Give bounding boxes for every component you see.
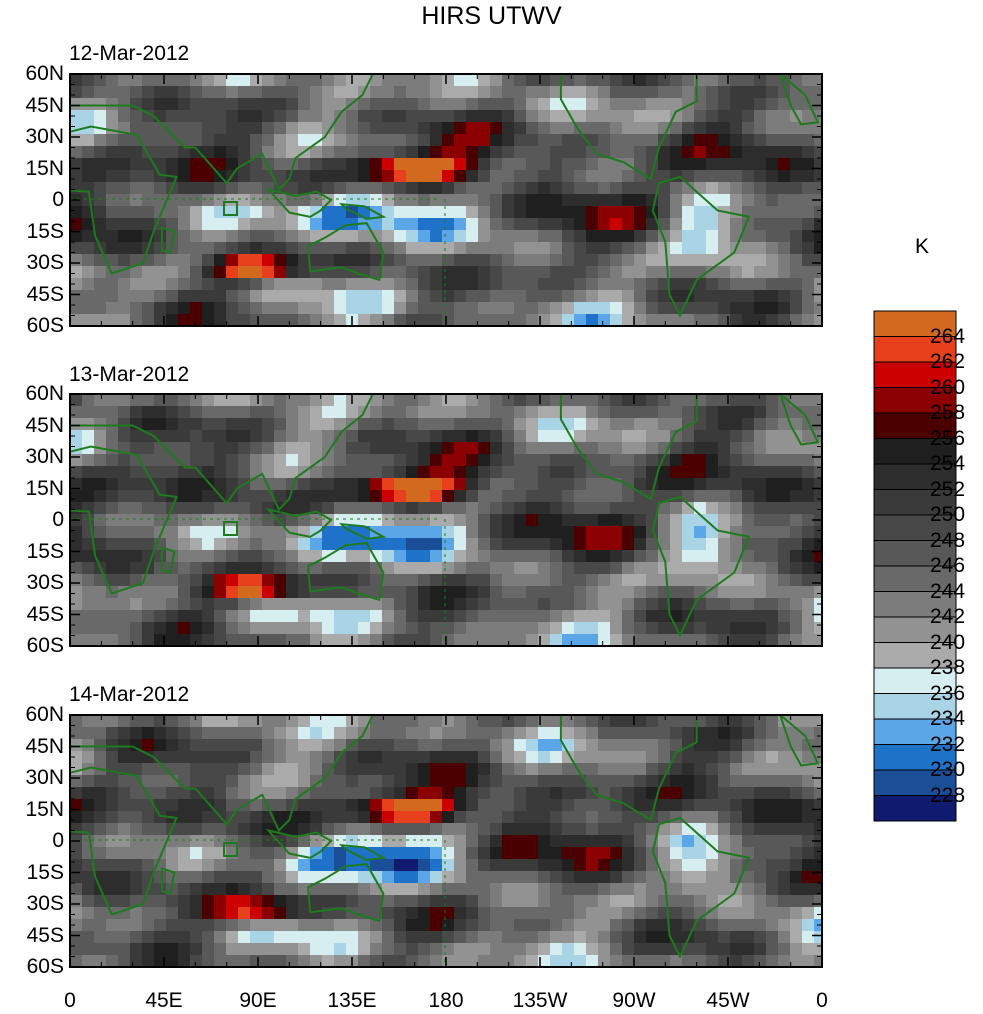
lat-tick-label: 30S xyxy=(26,571,64,594)
lat-tick-label: 45N xyxy=(25,93,64,117)
lat-tick-label: 45S xyxy=(26,923,64,947)
colorbar-tick-label: 248 xyxy=(930,528,966,552)
lat-tick-label: 30S xyxy=(26,251,64,274)
colorbar-swatch xyxy=(873,667,957,694)
colorbar-tick-label: 258 xyxy=(930,401,966,424)
colorbar-swatch xyxy=(873,718,957,745)
lon-tick-label: 45E xyxy=(145,989,183,1012)
lon-tick-label: 180 xyxy=(428,989,464,1012)
colorbar-swatch xyxy=(873,744,957,771)
colorbar-tick-label: 242 xyxy=(930,605,966,628)
colorbar-swatch xyxy=(873,616,957,643)
lat-tick-label: 30S xyxy=(26,892,64,915)
map-panel-1 xyxy=(69,73,823,327)
colorbar-swatch xyxy=(873,565,957,592)
colorbar-swatch xyxy=(873,489,957,516)
lat-tick-label: 15N xyxy=(25,797,64,821)
lat-tick-label: 0 xyxy=(52,508,64,531)
lat-tick-label: 15S xyxy=(26,860,64,884)
panel-date-1: 12-Mar-2012 xyxy=(69,42,190,65)
figure-title: HIRS UTWV xyxy=(421,2,562,30)
lat-tick-label: 45S xyxy=(26,602,64,626)
lon-tick-label: 90W xyxy=(612,989,656,1012)
lat-tick-label: 60N xyxy=(25,703,64,726)
lat-tick-label: 15N xyxy=(25,476,64,500)
colorbar-tick-label: 236 xyxy=(930,681,966,705)
panel-date-2: 13-Mar-2012 xyxy=(69,363,190,386)
lat-tick-label: 60N xyxy=(25,62,64,85)
lat-tick-label: 45S xyxy=(26,282,64,306)
colorbar-tick-label: 250 xyxy=(930,503,966,526)
lon-tick-label: 135E xyxy=(327,989,377,1012)
colorbar-swatch xyxy=(873,540,957,567)
lat-tick-label: 30N xyxy=(25,766,64,789)
lat-tick-label: 0 xyxy=(52,188,64,211)
lat-tick-label: 60S xyxy=(26,634,64,657)
lat-tick-label: 60N xyxy=(25,382,64,405)
map-panel-3 xyxy=(69,714,823,968)
colorbar-tick-label: 238 xyxy=(930,656,966,679)
colorbar-tick-label: 264 xyxy=(930,324,966,348)
colorbar-swatch xyxy=(873,514,957,541)
panel-date-3: 14-Mar-2012 xyxy=(69,683,190,706)
colorbar-swatch xyxy=(873,463,957,490)
colorbar-unit: K xyxy=(915,235,930,258)
lat-tick-label: 15N xyxy=(25,156,64,180)
colorbar-swatch xyxy=(873,769,957,796)
lon-tick-label: 0 xyxy=(816,989,828,1012)
colorbar-tick-label: 234 xyxy=(930,707,966,730)
lat-tick-label: 45N xyxy=(25,413,64,437)
lat-tick-label: 0 xyxy=(52,829,64,852)
lon-tick-label: 45W xyxy=(706,989,750,1012)
colorbar-tick-label: 232 xyxy=(930,732,966,756)
colorbar-tick-label: 254 xyxy=(930,452,966,475)
colorbar-tick-label: 228 xyxy=(930,783,966,807)
colorbar-tick-label: 240 xyxy=(930,630,966,654)
lon-tick-label: 90E xyxy=(239,989,277,1012)
colorbar-tick-label: 256 xyxy=(930,426,966,450)
colorbar-swatch xyxy=(873,361,957,388)
lat-tick-label: 45N xyxy=(25,734,64,758)
colorbar-tick-label: 260 xyxy=(930,375,966,399)
lat-tick-label: 30N xyxy=(25,445,64,468)
lat-tick-label: 15S xyxy=(26,219,64,243)
lat-tick-label: 15S xyxy=(26,539,64,563)
colorbar-tick-label: 230 xyxy=(930,758,966,781)
colorbar-swatch xyxy=(873,795,957,822)
lat-tick-label: 30N xyxy=(25,125,64,148)
colorbar-tick-label: 246 xyxy=(930,554,966,577)
lat-tick-label: 60S xyxy=(26,955,64,978)
colorbar-swatch xyxy=(873,387,957,414)
colorbar-swatch xyxy=(873,642,957,669)
lon-tick-label: 135W xyxy=(512,989,568,1012)
colorbar-tick-label: 252 xyxy=(930,477,966,501)
lat-tick-label: 60S xyxy=(26,314,64,337)
lon-tick-label: 0 xyxy=(64,989,76,1012)
colorbar-tick-label: 262 xyxy=(930,350,966,373)
colorbar-tick-label: 244 xyxy=(930,579,966,603)
colorbar-swatch xyxy=(873,412,957,439)
map-panel-2 xyxy=(69,393,823,647)
colorbar-swatch xyxy=(873,438,957,465)
